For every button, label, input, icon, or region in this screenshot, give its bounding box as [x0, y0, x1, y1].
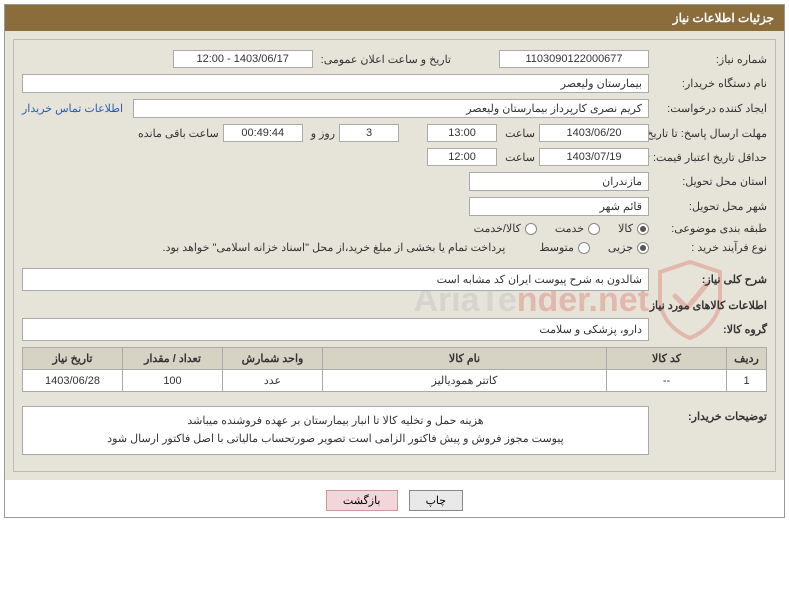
buyer-org-label: نام دستگاه خریدار: — [657, 77, 767, 90]
row-buyer-notes: توضیحات خریدار: هزینه حمل و تخلیه کالا ت… — [22, 400, 767, 455]
buyer-notes-box: هزینه حمل و تخلیه کالا تا انبار بیمارستا… — [22, 406, 649, 455]
remain-label: ساعت باقی مانده — [138, 127, 219, 140]
payment-note: پرداخت تمام یا بخشی از مبلغ خرید،از محل … — [163, 241, 506, 254]
table-body: 1 -- کاتتر همودیالیز عدد 100 1403/06/28 — [23, 370, 767, 392]
time-label-1: ساعت — [505, 127, 535, 140]
buyer-note-line2: پیوست مجوز فروش و پیش فاکتور الزامی است … — [31, 431, 640, 449]
cell-idx: 1 — [727, 370, 767, 392]
row-validity: حداقل تاریخ اعتبار قیمت: تا تاریخ: 1403/… — [22, 148, 767, 166]
contact-link[interactable]: اطلاعات تماس خریدار — [22, 102, 123, 115]
th-qty: تعداد / مقدار — [123, 348, 223, 370]
countdown: 00:49:44 — [223, 124, 303, 142]
goods-section-title: اطلاعات کالاهای مورد نیاز — [22, 299, 767, 312]
requester-value: کریم نصری کارپرداز بیمارستان ولیعصر — [133, 99, 649, 118]
th-date: تاریخ نیاز — [23, 348, 123, 370]
process-label: نوع فرآیند خرید : — [657, 241, 767, 254]
need-no-value: 1103090122000677 — [499, 50, 649, 68]
need-no-label: شماره نیاز: — [657, 53, 767, 66]
cell-name: کاتتر همودیالیز — [323, 370, 607, 392]
radio-service[interactable]: خدمت — [555, 222, 600, 235]
th-row: ردیف — [727, 348, 767, 370]
row-need-no: شماره نیاز: 1103090122000677 تاریخ و ساع… — [22, 50, 767, 68]
days-label: روز و — [311, 127, 335, 140]
summary-value: شالدون به شرح پیوست ایران کد مشابه است — [22, 268, 649, 291]
radio-both[interactable]: کالا/خدمت — [474, 222, 537, 235]
radio-icon — [578, 242, 590, 254]
goods-table: ردیف کد کالا نام کالا واحد شمارش تعداد /… — [22, 347, 767, 392]
row-requester: ایجاد کننده درخواست: کریم نصری کارپرداز … — [22, 99, 767, 118]
buyer-notes-label: توضیحات خریدار: — [657, 400, 767, 423]
row-province: استان محل تحویل: مازندران — [22, 172, 767, 191]
group-label: گروه کالا: — [657, 323, 767, 336]
row-city: شهر محل تحویل: قائم شهر — [22, 197, 767, 216]
panel-body: AriaTender.net شماره نیاز: 1103090122000… — [5, 31, 784, 480]
back-button[interactable]: بازگشت — [326, 490, 398, 511]
validity-time: 12:00 — [427, 148, 497, 166]
th-unit: واحد شمارش — [223, 348, 323, 370]
row-category: طبقه بندی موضوعی: کالا خدمت کالا/خدمت — [22, 222, 767, 235]
cell-qty: 100 — [123, 370, 223, 392]
row-process: نوع فرآیند خرید : جزیی متوسط پرداخت تمام… — [22, 241, 767, 254]
radio-icon — [525, 223, 537, 235]
buyer-org-value: بیمارستان ولیعصر — [22, 74, 649, 93]
panel-header: جزئیات اطلاعات نیاز — [5, 5, 784, 31]
row-group: گروه کالا: دارو، پزشکی و سلامت — [22, 318, 767, 341]
row-summary: شرح کلی نیاز: شالدون به شرح پیوست ایران … — [22, 268, 767, 291]
radio-partial[interactable]: جزیی — [608, 241, 649, 254]
row-deadline: مهلت ارسال پاسخ: تا تاریخ: 1403/06/20 سا… — [22, 124, 767, 142]
category-label: طبقه بندی موضوعی: — [657, 222, 767, 235]
cell-unit: عدد — [223, 370, 323, 392]
radio-icon — [637, 223, 649, 235]
province-value: مازندران — [469, 172, 649, 191]
th-code: کد کالا — [607, 348, 727, 370]
form-box: AriaTender.net شماره نیاز: 1103090122000… — [13, 39, 776, 472]
process-radio-group: جزیی متوسط — [539, 241, 649, 254]
time-label-2: ساعت — [505, 151, 535, 164]
group-value: دارو، پزشکی و سلامت — [22, 318, 649, 341]
requester-label: ایجاد کننده درخواست: — [657, 102, 767, 115]
button-bar: چاپ بازگشت — [5, 480, 784, 517]
days-value: 3 — [339, 124, 399, 142]
details-panel: جزئیات اطلاعات نیاز AriaTender.net شماره… — [4, 4, 785, 518]
validity-label: حداقل تاریخ اعتبار قیمت: تا تاریخ: — [657, 151, 767, 164]
buyer-note-line1: هزینه حمل و تخلیه کالا تا انبار بیمارستا… — [31, 413, 640, 431]
cell-date: 1403/06/28 — [23, 370, 123, 392]
print-button[interactable]: چاپ — [409, 490, 464, 511]
row-buyer-org: نام دستگاه خریدار: بیمارستان ولیعصر — [22, 74, 767, 93]
radio-goods[interactable]: کالا — [618, 222, 649, 235]
announce-value: 1403/06/17 - 12:00 — [173, 50, 313, 68]
city-label: شهر محل تحویل: — [657, 200, 767, 213]
table-head: ردیف کد کالا نام کالا واحد شمارش تعداد /… — [23, 348, 767, 370]
validity-date: 1403/07/19 — [539, 148, 649, 166]
deadline-label: مهلت ارسال پاسخ: تا تاریخ: — [657, 127, 767, 140]
table-row: 1 -- کاتتر همودیالیز عدد 100 1403/06/28 — [23, 370, 767, 392]
announce-label: تاریخ و ساعت اعلان عمومی: — [321, 53, 451, 66]
radio-medium[interactable]: متوسط — [539, 241, 590, 254]
radio-icon — [637, 242, 649, 254]
radio-icon — [588, 223, 600, 235]
th-name: نام کالا — [323, 348, 607, 370]
panel-title: جزئیات اطلاعات نیاز — [673, 11, 774, 25]
city-value: قائم شهر — [469, 197, 649, 216]
category-radio-group: کالا خدمت کالا/خدمت — [474, 222, 649, 235]
deadline-date: 1403/06/20 — [539, 124, 649, 142]
summary-label: شرح کلی نیاز: — [657, 273, 767, 286]
deadline-time: 13:00 — [427, 124, 497, 142]
province-label: استان محل تحویل: — [657, 175, 767, 188]
cell-code: -- — [607, 370, 727, 392]
